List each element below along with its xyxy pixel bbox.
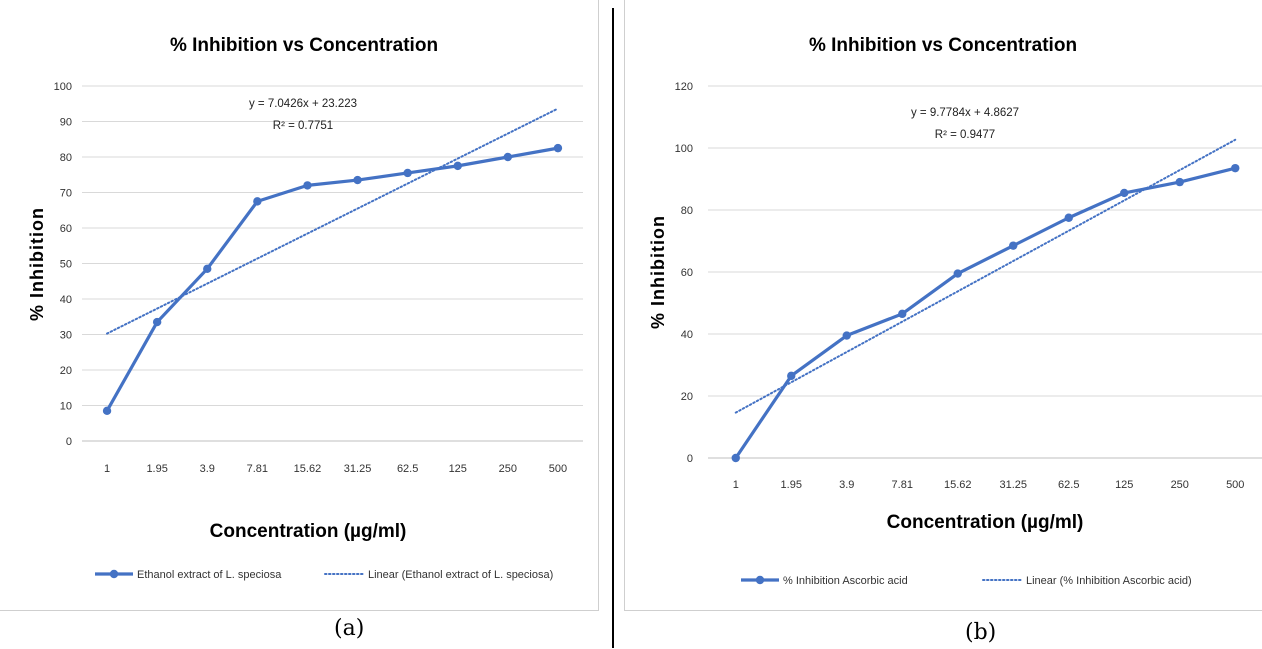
- chart-a-series-line: [105, 146, 559, 412]
- chart-b-data-point: [1231, 163, 1240, 173]
- chart-b-data-point: [842, 331, 851, 340]
- chart-b-data-point: [1064, 213, 1073, 222]
- chart-a-x-tick-label: 1.95: [146, 463, 167, 475]
- chart-a-data-point: [553, 143, 563, 153]
- chart-a-data-point: [353, 175, 362, 185]
- chart-b-x-tick-label: 125: [1115, 479, 1133, 491]
- chart-a-legend-series-label: Ethanol extract of L. speciosa: [137, 569, 282, 581]
- chart-a-y-tick-label: 40: [60, 294, 72, 306]
- chart-b-data-point: [1175, 177, 1184, 187]
- chart-a-y-tick-label: 70: [60, 188, 72, 200]
- chart-a-y-axis-label: % Inhibition: [27, 207, 47, 321]
- chart-b-y-tick-label: 60: [681, 267, 693, 279]
- chart-a-trend-equation: y = 7.0426x + 23.223: [249, 98, 357, 110]
- chart-b-x-tick-label: 15.62: [944, 479, 972, 491]
- chart-b-x-tick-label: 62.5: [1058, 479, 1079, 491]
- chart-b-y-tick-label: 40: [681, 329, 693, 341]
- chart-b-legend-series-marker: [755, 575, 765, 585]
- chart-a-y-tick-label: 80: [60, 152, 72, 164]
- chart-a-data-point: [453, 161, 462, 171]
- chart-b-series-line: [734, 166, 1236, 459]
- panel-divider: [612, 8, 614, 648]
- chart-a-y-tick-label: 100: [54, 81, 72, 93]
- chart-a-legend-trend-label: Linear (Ethanol extract of L. speciosa): [368, 569, 553, 581]
- chart-a-data-point: [102, 406, 112, 416]
- panel-label-b: (b): [965, 620, 997, 645]
- chart-b-svg: % Inhibition vs Concentration 0 20 40 60 80 10…: [648, 35, 1262, 587]
- chart-b-x-tick-label: 1: [733, 479, 739, 491]
- chart-a-y-tick-label: 10: [60, 401, 72, 413]
- chart-a-y-tick-label: 50: [60, 259, 72, 271]
- chart-a-trendline: [106, 107, 559, 335]
- chart-b-x-tick-label: 500: [1226, 479, 1244, 491]
- chart-b-data-point: [1009, 241, 1018, 250]
- chart-a-x-tick-label: 62.5: [397, 463, 418, 475]
- chart-b-data-point: [787, 371, 796, 381]
- chart-a-data-point: [403, 168, 412, 178]
- chart-a-legend-series-marker: [109, 569, 119, 579]
- chart-a-y-tick-label: 60: [60, 223, 72, 235]
- chart-b-x-tick-label: 1.95: [781, 479, 802, 491]
- chart-a-x-axis-label: Concentration (µg/ml): [210, 521, 407, 542]
- chart-b-y-tick-label: 20: [681, 391, 693, 403]
- chart-b-x-tick-label: 3.9: [839, 479, 854, 491]
- chart-b-x-tick-label: 250: [1171, 479, 1189, 491]
- chart-b-data-point: [898, 309, 907, 319]
- chart-b-y-tick-label: 120: [675, 81, 693, 93]
- chart-a-svg: % Inhibition vs Concentration 0 10 20 30 40 50…: [27, 35, 583, 581]
- chart-b-x-tick-label: 7.81: [892, 479, 913, 491]
- chart-b-data-point: [731, 453, 740, 463]
- chart-b-trend-equation: y = 9.7784x + 4.8627: [911, 107, 1019, 119]
- chart-a-x-tick-label: 1: [104, 463, 110, 475]
- chart-a-y-tick-label: 20: [60, 365, 72, 377]
- chart-b-data-point: [953, 269, 962, 278]
- chart-b-trendline: [734, 138, 1237, 414]
- chart-b-y-tick-label: 0: [687, 453, 693, 465]
- chart-a-x-tick-label: 7.81: [247, 463, 268, 475]
- chart-a-y-tick-label: 90: [60, 117, 72, 129]
- chart-a-x-tick-label: 500: [549, 463, 567, 475]
- chart-b-y-tick-label: 100: [675, 143, 693, 155]
- chart-b-legend-trend-label: Linear (% Inhibition Ascorbic acid): [1026, 575, 1192, 587]
- chart-b-title: % Inhibition vs Concentration: [809, 35, 1077, 56]
- chart-b-x-axis-label: Concentration (µg/ml): [887, 512, 1084, 533]
- chart-a-x-tick-label: 250: [499, 463, 517, 475]
- chart-a-x-tick-label: 15.62: [294, 463, 322, 475]
- chart-b-data-point: [1120, 188, 1129, 198]
- chart-a-data-point: [152, 317, 162, 327]
- chart-a-x-tick-label: 3.9: [200, 463, 215, 475]
- chart-a-x-tick-label: 31.25: [344, 463, 372, 475]
- chart-b-legend-series-label: % Inhibition Ascorbic acid: [783, 575, 908, 587]
- panel-label-a: (a): [334, 616, 365, 641]
- chart-a-title: % Inhibition vs Concentration: [170, 35, 438, 56]
- chart-panel-a: % Inhibition vs Concentration 0 10 20 30 40 50…: [0, 0, 599, 611]
- chart-a-y-tick-label: 0: [66, 436, 72, 448]
- chart-panel-b: % Inhibition vs Concentration 0 20 40 60 80 10…: [624, 0, 1262, 611]
- chart-a-data-point: [503, 152, 513, 162]
- chart-a-data-point: [203, 264, 212, 274]
- chart-a-y-tick-label: 30: [60, 330, 72, 342]
- chart-b-r-squared: R² = 0.9477: [935, 129, 995, 141]
- chart-a-x-tick-label: 125: [449, 463, 467, 475]
- chart-a-data-point: [253, 197, 262, 206]
- chart-a-r-squared: R² = 0.7751: [273, 120, 333, 132]
- chart-b-y-tick-label: 80: [681, 205, 693, 217]
- chart-b-y-axis-label: % Inhibition: [648, 215, 668, 329]
- chart-a-data-point: [303, 181, 312, 190]
- chart-b-x-tick-label: 31.25: [999, 479, 1027, 491]
